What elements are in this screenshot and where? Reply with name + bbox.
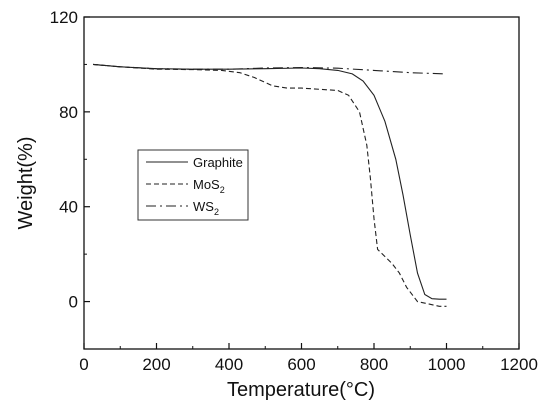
legend-label-ws2: WS2: [193, 199, 219, 217]
x-tick-label: 1000: [428, 355, 466, 374]
x-tick-label: 0: [79, 355, 88, 374]
y-tick-label: 40: [59, 198, 78, 217]
legend-label-graphite: Graphite: [193, 155, 243, 170]
x-tick-label: 400: [215, 355, 243, 374]
y-axis-title: Weight(%): [15, 137, 37, 230]
series-line-graphite: [93, 63, 447, 300]
legend-items: Graphite MoS2 WS2: [146, 155, 243, 217]
x-tick-label: 600: [287, 355, 315, 374]
x-tick-label: 200: [142, 355, 170, 374]
y-tick-label: 0: [69, 293, 78, 312]
y-axis-ticks: 0 40 80 120: [50, 8, 90, 350]
x-tick-label: 800: [360, 355, 388, 374]
series-layer: [93, 63, 447, 307]
y-tick-label: 80: [59, 103, 78, 122]
y-tick-label: 120: [50, 8, 78, 27]
x-axis-title: Temperature(°C): [227, 379, 375, 401]
x-axis-ticks: 0 200 400 600 800 1000 1200: [79, 343, 538, 374]
x-tick-label: 1200: [500, 355, 538, 374]
legend-label-mos2: MoS2: [193, 177, 225, 195]
legend: Graphite MoS2 WS2: [137, 149, 249, 221]
